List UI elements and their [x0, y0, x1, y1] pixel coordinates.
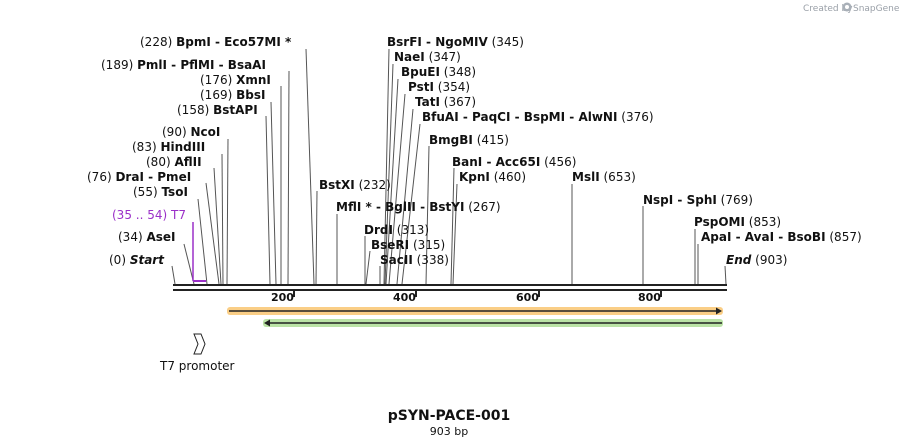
label-msli: MslI (653)	[572, 170, 636, 184]
label-bani: BanI - Acc65I (456)	[452, 155, 576, 169]
credit: Created by SnapGene	[803, 2, 900, 14]
ruler: 200 400 600 800	[271, 291, 662, 304]
line-drai	[205, 182, 220, 285]
label-drai: (76) DraI - PmeI	[87, 170, 191, 184]
line-naei	[384, 63, 394, 285]
backbone	[173, 284, 727, 291]
t7-promoter-feature[interactable]: T7 promoter	[159, 333, 235, 373]
line-tsoi	[197, 198, 208, 285]
label-bpuei: BpuEI (348)	[401, 65, 476, 79]
label-t7: (35 .. 54) T7	[112, 208, 186, 222]
labels-left: (228) BpmI - Eco57MI * (189) PmlI - PflM…	[87, 35, 292, 267]
label-naei: NaeI (347)	[394, 50, 461, 64]
line-bseri	[365, 250, 371, 285]
label-apai: ApaI - AvaI - BsoBI (857)	[701, 230, 862, 244]
plasmid-length: 903 bp	[430, 425, 468, 438]
label-bpmi: (228) BpmI - Eco57MI *	[140, 35, 292, 49]
plasmid-title: pSYN-PACE-001 903 bp	[388, 408, 510, 438]
label-nspi: NspI - SphI (769)	[643, 193, 753, 207]
cut-site-lines	[171, 48, 727, 285]
label-aflii: (80) AflII	[146, 155, 202, 169]
green-feature-arrow[interactable]	[263, 319, 723, 327]
label-asei: (34) AseI	[118, 230, 176, 244]
labels-right: BsrFI - NgoMIV (345) NaeI (347) BpuEI (3…	[319, 35, 862, 267]
line-psti	[388, 93, 406, 285]
line-start	[171, 265, 176, 285]
label-hindiii: (83) HindIII	[132, 140, 205, 154]
line-bmgbi	[425, 145, 430, 285]
label-tsoi: (55) TsoI	[133, 185, 188, 199]
line-aflii	[213, 167, 222, 285]
credit-text: Created by	[803, 4, 853, 14]
tick-400: 400	[393, 291, 416, 304]
label-bfuai: BfuAI - PaqCI - BspMI - AlwNI (376)	[422, 110, 654, 124]
line-end	[724, 265, 727, 285]
label-ncoi: (90) NcoI	[162, 125, 220, 139]
label-mfli: MflI * - BglII - BstYI (267)	[336, 200, 501, 214]
credit-brand: SnapGene	[853, 4, 900, 14]
line-bstapi	[265, 115, 271, 285]
label-pspomi: PspOMI (853)	[694, 215, 781, 229]
line-bbsi	[270, 101, 277, 285]
t7-primer[interactable]	[192, 222, 206, 282]
line-bsrfi	[383, 48, 390, 285]
line-bpmi	[305, 48, 315, 285]
line-kpni	[452, 183, 458, 285]
line-bpuei	[385, 78, 399, 285]
orange-feature-arrow[interactable]	[227, 307, 723, 315]
snapgene-logo-icon	[842, 2, 852, 12]
line-ncoi	[226, 138, 229, 285]
label-bsrfi: BsrFI - NgoMIV (345)	[387, 35, 524, 49]
label-drdi: DrdI (313)	[364, 223, 429, 237]
line-bstxi	[315, 190, 318, 285]
label-end: End (903)	[726, 253, 787, 267]
label-start: (0) Start	[109, 253, 165, 267]
tick-200: 200	[271, 291, 294, 304]
label-xmni: (176) XmnI	[200, 73, 271, 87]
label-tati: TatI (367)	[415, 95, 476, 109]
line-pmli	[287, 70, 290, 285]
label-bseri: BseRI (315)	[371, 238, 445, 252]
line-bani	[450, 167, 455, 285]
tick-600: 600	[516, 291, 539, 304]
line-tati	[396, 108, 414, 285]
t7-promoter-label: T7 promoter	[159, 359, 235, 373]
label-psti: PstI (354)	[408, 80, 470, 94]
plasmid-name: pSYN-PACE-001	[388, 408, 510, 424]
label-bmgbi: BmgBI (415)	[429, 133, 509, 147]
label-kpni: KpnI (460)	[459, 170, 526, 184]
line-bfuai	[401, 123, 421, 285]
label-sacii: SacII (338)	[380, 253, 449, 267]
line-hindiii	[221, 153, 224, 285]
label-bstxi: BstXI (232)	[319, 178, 391, 192]
tick-800: 800	[638, 291, 661, 304]
label-bstapi: (158) BstAPI	[177, 103, 258, 117]
label-bbsi: (169) BbsI	[200, 88, 265, 102]
label-pmli: (189) PmlI - PflMI - BsaAI	[101, 58, 266, 72]
